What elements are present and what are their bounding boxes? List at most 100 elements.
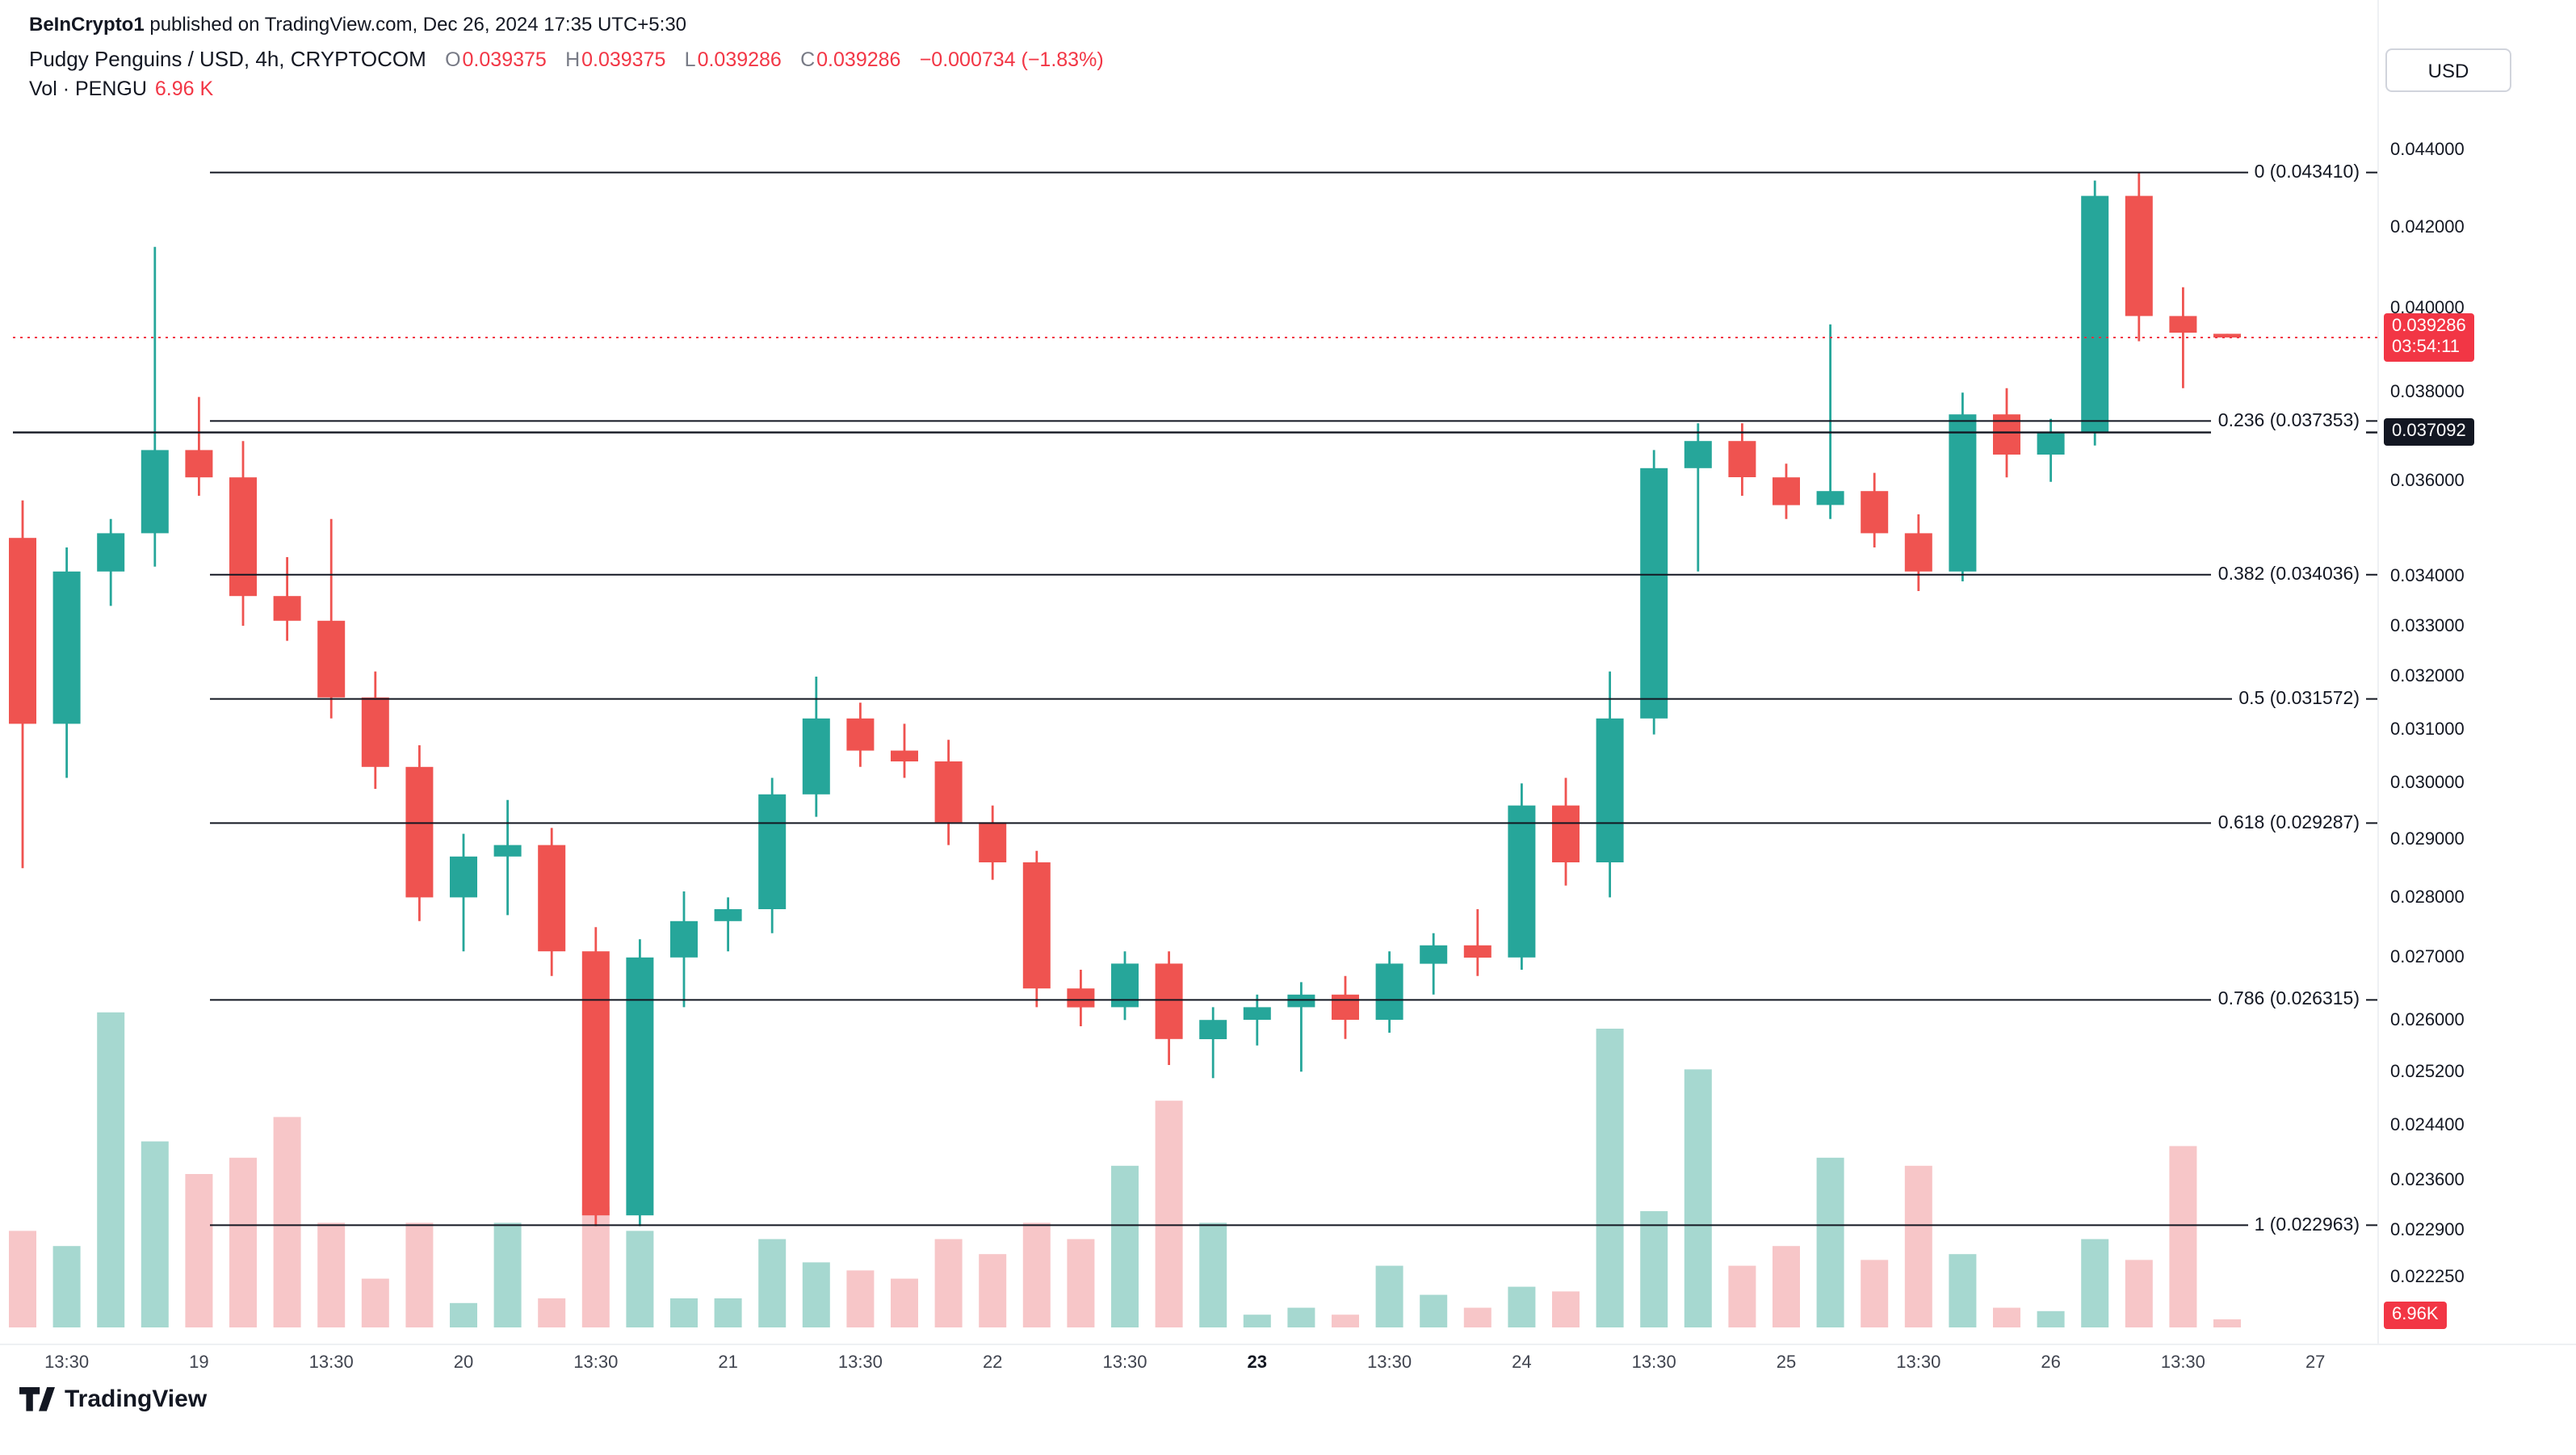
symbol-line: Pudgy Penguins / USD, 4h, CRYPTOCOM O 0.0… — [29, 47, 1104, 71]
candle-body — [758, 794, 787, 909]
volume-bar — [1904, 1165, 1932, 1327]
volume-bar — [979, 1254, 1007, 1327]
price-axis-label: 0.027000 — [2390, 947, 2465, 967]
volume-bar — [1552, 1291, 1580, 1327]
candle-body — [97, 533, 125, 572]
tradingview-brand-text: TradingView — [65, 1386, 208, 1413]
volume-bar — [2081, 1239, 2109, 1327]
candle-body — [1640, 468, 1668, 719]
volume-bar — [2169, 1146, 2197, 1327]
price-axis-label: 0.031000 — [2390, 719, 2465, 739]
candle-body — [714, 909, 742, 921]
candle-body — [1022, 862, 1051, 989]
volume-bar — [52, 1246, 81, 1327]
volume-bar — [493, 1222, 522, 1327]
change-value: −0.000734 (−1.83%) — [919, 48, 1104, 71]
time-axis-label: 25 — [1776, 1353, 1797, 1373]
low-label: L — [684, 48, 696, 71]
legend: BeInCrypto1 published on TradingView.com… — [29, 13, 1104, 100]
candle-body — [581, 951, 610, 1216]
price-axis-label: 0.022250 — [2390, 1268, 2465, 1287]
volume-bar — [934, 1239, 963, 1327]
volume-badge: 6.96K — [2384, 1302, 2447, 1329]
candle-body — [450, 856, 477, 898]
volume-bar — [538, 1298, 566, 1327]
high-label: H — [565, 48, 581, 71]
candle-body — [626, 957, 654, 1216]
candle-body — [493, 845, 522, 857]
footer-brand[interactable]: TradingView — [19, 1386, 207, 1413]
price-axis-label: 0.028000 — [2390, 887, 2465, 908]
candle-body — [1684, 441, 1712, 468]
price-axis-label: 0.033000 — [2390, 616, 2465, 635]
candle-body — [1508, 805, 1536, 958]
price-axis-label: 0.023600 — [2390, 1170, 2465, 1190]
time-axis-label: 26 — [2041, 1353, 2061, 1373]
candle-body — [2125, 195, 2153, 317]
volume-bar — [141, 1141, 169, 1327]
volume-bar — [846, 1270, 875, 1327]
volume-bar — [185, 1174, 213, 1327]
time-axis-label: 13:30 — [1631, 1353, 1676, 1373]
price-axis-label: 0.029000 — [2390, 829, 2465, 849]
candle-body — [52, 571, 81, 724]
last-price-badge: 0.039286 03:54:11 — [2384, 313, 2474, 362]
candle-body — [361, 697, 389, 767]
volume-bar — [626, 1231, 654, 1327]
candle-body — [1773, 477, 1800, 505]
volume-bar — [1199, 1222, 1227, 1327]
time-axis[interactable]: 13:30 19 13:30 20 13:30 21 13:30 22 13:30 23 13:30… — [0, 1344, 2576, 1387]
volume-bar — [891, 1278, 918, 1327]
volume-bar — [1022, 1222, 1051, 1327]
candle-body — [2081, 195, 2109, 433]
candle-body — [229, 477, 257, 597]
candle-body — [1420, 945, 1448, 964]
candle-body — [1243, 1007, 1271, 1020]
open-label: O — [445, 48, 461, 71]
time-axis-label: 27 — [2305, 1353, 2326, 1373]
time-axis-label: 22 — [982, 1353, 1003, 1373]
volume-bar — [1287, 1307, 1315, 1327]
candle-body — [2213, 333, 2241, 338]
open-value: 0.039375 — [462, 48, 547, 71]
volume-bar — [2125, 1260, 2153, 1327]
volume-bar — [9, 1231, 36, 1327]
volume-bar — [361, 1278, 389, 1327]
candle-body — [1552, 805, 1580, 862]
price-axis[interactable]: 0.039286 03:54:11 0.037092 6.96K 0.04400… — [2377, 0, 2576, 1344]
volume-bar — [1640, 1211, 1668, 1327]
volume-bar — [229, 1157, 257, 1327]
volume-bar — [670, 1298, 698, 1327]
attribution-author: BeInCrypto1 — [29, 13, 145, 36]
candle-body — [185, 450, 213, 478]
price-axis-label: 0.034000 — [2390, 566, 2465, 586]
price-axis-label: 0.024400 — [2390, 1115, 2465, 1135]
candle-body — [846, 718, 875, 751]
tradingview-logo-icon — [19, 1386, 55, 1411]
volume-bar — [1684, 1069, 1712, 1327]
price-axis-label: 0.040000 — [2390, 298, 2465, 318]
last-price-value: 0.039286 — [2392, 317, 2466, 336]
symbol-title[interactable]: Pudgy Penguins / USD, 4h, CRYPTOCOM — [29, 47, 426, 71]
price-axis-label: 0.025200 — [2390, 1062, 2465, 1082]
currency-button[interactable]: USD — [2385, 48, 2511, 92]
time-axis-label: 13:30 — [837, 1353, 883, 1373]
price-axis-label: 0.026000 — [2390, 1010, 2465, 1030]
candle-body — [1596, 718, 1624, 862]
candle-body — [1155, 963, 1183, 1039]
candle-body — [1067, 988, 1095, 1008]
price-axis-label: 0.036000 — [2390, 472, 2465, 492]
volume-bar — [1155, 1101, 1183, 1327]
candle-body — [273, 596, 301, 621]
volume-bar — [273, 1117, 301, 1327]
candle-body — [141, 450, 169, 534]
candle-body — [405, 766, 434, 898]
candlestick-plot[interactable] — [0, 0, 2377, 1344]
candle-body — [1949, 414, 1977, 572]
volume-bar — [758, 1239, 787, 1327]
volume-bar — [1861, 1260, 1889, 1327]
candle-body — [1816, 491, 1844, 505]
volume-bar — [802, 1262, 830, 1327]
candle-body — [2037, 432, 2065, 455]
